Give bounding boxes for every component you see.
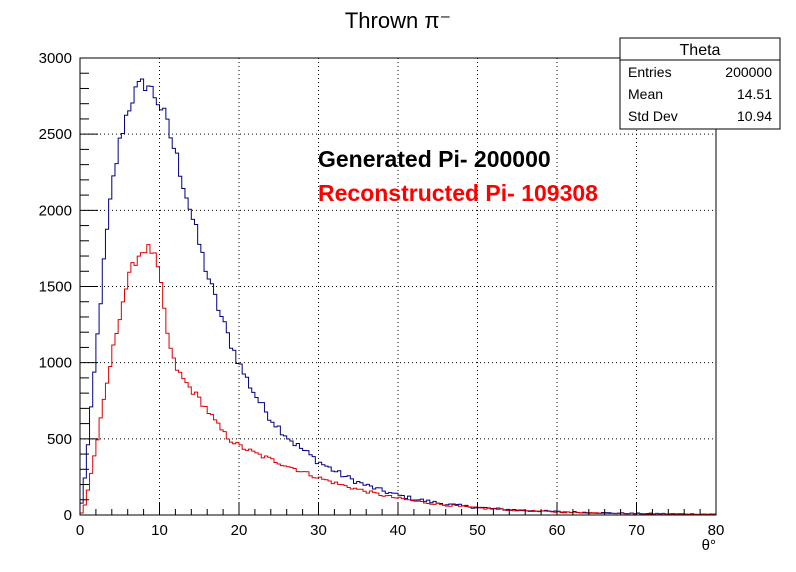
stats-entries-value: 200000: [725, 64, 772, 80]
x-axis-label: θ°: [702, 537, 716, 554]
x-tick-label: 30: [310, 522, 327, 539]
y-tick-label: 3000: [39, 50, 72, 67]
stats-stddev-label: Std Dev: [628, 108, 678, 124]
y-tick-label: 1500: [39, 279, 72, 296]
stats-entries-label: Entries: [628, 64, 672, 80]
histogram-series-1: [79, 244, 716, 516]
x-tick-label: 70: [628, 522, 645, 539]
x-tick-label: 50: [469, 522, 486, 539]
y-tick-label: 500: [47, 431, 72, 448]
y-tick-label: 0: [64, 507, 72, 524]
annotation-reconstructed: Reconstructed Pi- 109308: [318, 180, 598, 206]
x-tick-label: 60: [549, 522, 566, 539]
chart-title: Thrown π⁻: [345, 8, 451, 33]
annotation-generated: Generated Pi- 200000: [318, 146, 551, 172]
stats-stddev-value: 10.94: [737, 108, 772, 124]
histogram-series-0: [79, 78, 716, 515]
stats-mean-value: 14.51: [737, 86, 772, 102]
y-tick-label: 1000: [39, 355, 72, 372]
x-tick-label: 0: [76, 522, 84, 539]
axis-layer: 0 10 20 30 40 50 60 70 80 0 500 1000 1500 2000 2500 300…: [39, 50, 725, 539]
stats-box-frame: [619, 37, 781, 130]
x-tick-label: 10: [151, 522, 168, 539]
y-tick-label: 2000: [39, 202, 72, 219]
stats-mean-label: Mean: [628, 86, 663, 102]
grid-layer: [80, 58, 716, 515]
x-tick-label: 20: [231, 522, 248, 539]
x-tick-label: 40: [390, 522, 407, 539]
series-layer: [79, 78, 716, 516]
stats-box-title: Theta: [680, 42, 721, 59]
stats-box: Theta Entries 200000 Mean 14.51 Std Dev …: [619, 37, 781, 130]
y-tick-label: 2500: [39, 126, 72, 143]
x-tick-label: 80: [708, 522, 725, 539]
